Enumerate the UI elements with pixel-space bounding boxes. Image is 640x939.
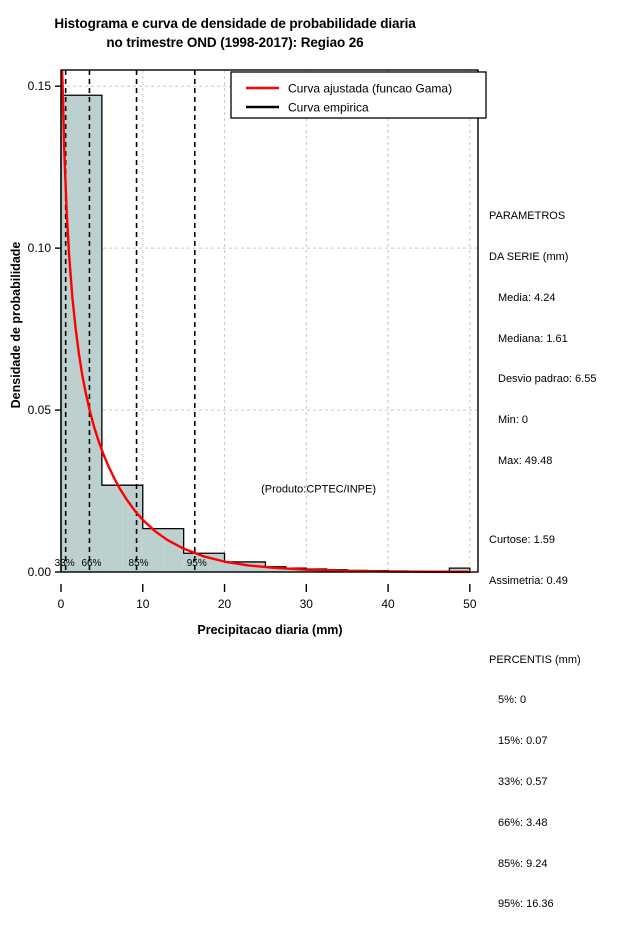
stat-media: Media: 4.24: [498, 291, 556, 304]
chart-title-line-1: Histograma e curva de densidade de proba…: [54, 16, 416, 31]
percentile-66: 66%: 3.48: [498, 816, 548, 829]
plot-frame: [60, 69, 479, 573]
chart-title-line-2: no trimestre OND (1998-2017): Regiao 26: [106, 35, 364, 50]
stat-desvio-padrao: Desvio padrao: 6.55: [498, 373, 597, 386]
y-tick-label: 0.10: [28, 241, 52, 255]
params-heading-line-2: DA SERIE (mm): [489, 250, 569, 263]
x-axis-title: Precipitacao diaria (mm): [197, 623, 342, 637]
percentile-85: 85%: 9.24: [498, 857, 548, 870]
chart-page: Histograma e curva de densidade de proba…: [0, 14, 596, 910]
y-axis: 0.00 0.05 0.10 0.15: [28, 79, 61, 579]
stat-max: Max: 49.48: [498, 454, 553, 467]
y-axis-title: Densidade de probabilidade: [9, 242, 23, 409]
x-tick-label: 20: [218, 597, 232, 611]
percentile-marker-label: 95%: [187, 558, 207, 569]
legend: Curva ajustada (funcao Gama) Curva empiri…: [230, 71, 487, 119]
percentile-33: 33%: 0.57: [498, 775, 548, 788]
percentile-lines: [64, 70, 196, 572]
params-heading-line-1: PARAMETROS: [489, 210, 566, 223]
stat-mediana: Mediana: 1.61: [498, 332, 568, 345]
percentis-heading: PERCENTIS (mm): [489, 653, 581, 666]
percentile-labels: 33% 66% 85% 95%: [55, 558, 207, 569]
percentile-marker-label: 85%: [129, 558, 149, 569]
histogram-plot: 0.00 0.05 0.10 0.15 0 10 20 30 40 50 33% 66% 85% 95…: [9, 69, 487, 637]
stat-assimetria: Assimetria: 0.49: [489, 574, 568, 587]
percentile-15: 15%: 0.07: [498, 735, 548, 748]
percentile-5: 5%: 0: [498, 694, 527, 707]
x-tick-label: 30: [300, 597, 314, 611]
x-axis: 0 10 20 30 40 50: [58, 584, 477, 611]
x-tick-label: 50: [463, 597, 477, 611]
plot-annotation: (Produto:CPTEC/INPE): [261, 484, 376, 496]
produto-annotation: (Produto:CPTEC/INPE): [261, 484, 376, 496]
y-tick-label: 0.05: [28, 403, 52, 417]
stats-spacer-2: [489, 615, 639, 626]
stat-min: Min: 0: [498, 414, 528, 427]
y-tick-label: 0.15: [28, 79, 52, 93]
stats-spacer-1: [489, 496, 639, 507]
histogram-bars: [61, 95, 470, 572]
fitted-curve: [61, 70, 472, 574]
x-tick-label: 0: [58, 597, 65, 611]
legend-item-label: Curva ajustada (funcao Gama): [288, 82, 452, 96]
percentile-95: 95%: 16.36: [498, 898, 554, 911]
x-tick-label: 10: [136, 597, 150, 611]
percentile-marker-label: 33%: [55, 558, 75, 569]
y-tick-label: 0.00: [28, 565, 52, 579]
legend-item-label: Curva empirica: [288, 101, 369, 115]
statistics-panel: PARAMETROS DA SERIE (mm) Media: 4.24 Med…: [489, 183, 639, 939]
x-tick-label: 40: [381, 597, 395, 611]
stat-curtose: Curtose: 1.59: [489, 533, 556, 546]
chart-title: Histograma e curva de densidade de proba…: [0, 14, 470, 52]
percentile-marker-label: 66%: [81, 558, 101, 569]
